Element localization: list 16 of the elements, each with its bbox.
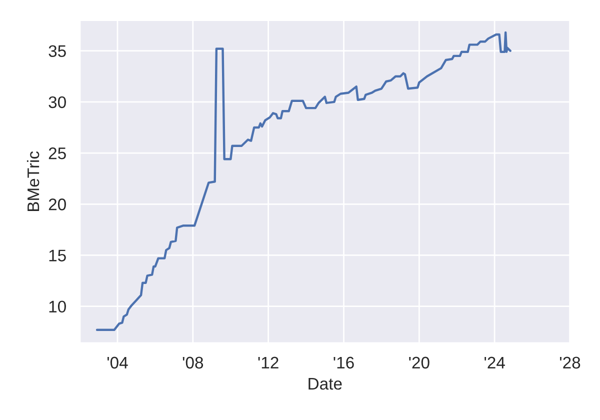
line-series [96,31,512,331]
y-tick-label: 20 [48,198,66,210]
x-tick-label: '12 [258,356,278,368]
y-tick-label: 10 [49,300,66,313]
y-tick-label: 30 [48,96,66,108]
x-tick-label: '20 [409,356,430,369]
y-axis-title: BMeTric [26,151,40,211]
x-tick-label: '08 [182,356,204,369]
x-tick-label: '04 [107,356,128,369]
x-tick-label: '24 [484,356,505,368]
y-tick-label: 35 [48,45,66,58]
x-axis-title: Date [308,378,342,390]
x-tick-label: '28 [560,356,580,369]
y-tick-label: 25 [48,147,66,160]
y-tick-label: 15 [49,250,66,262]
x-tick-label: '16 [334,356,354,369]
